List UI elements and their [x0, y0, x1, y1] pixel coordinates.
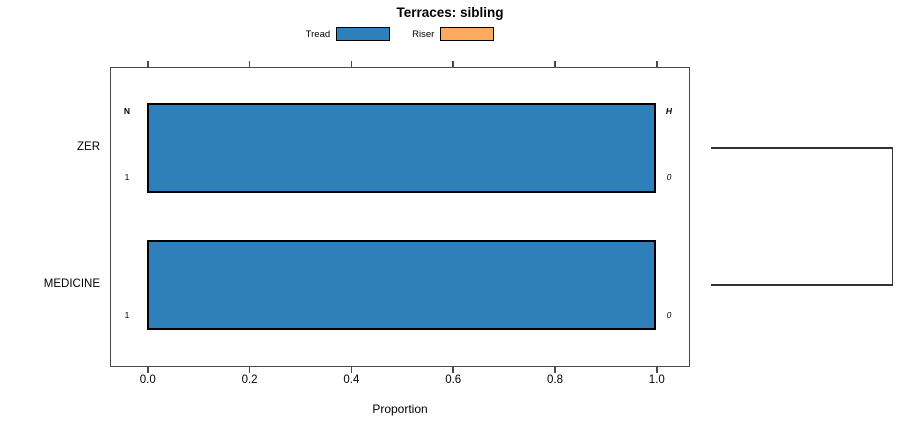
x-axis-bottom-tick-0.0 — [147, 367, 149, 373]
x-axis-top-tick-0.4 — [350, 61, 353, 67]
legend-label-riser: Riser — [412, 28, 435, 40]
x-tick-label-0.8: 0.8 — [547, 374, 563, 386]
chart-title: Terraces: sibling — [396, 5, 504, 20]
x-axis-top-tick-1.0 — [656, 61, 658, 67]
x-tick-label-0.0: 0.0 — [139, 374, 156, 386]
legend-label-tread: Tread — [305, 28, 331, 40]
bar-medicine-tread — [147, 240, 656, 330]
x-axis-bottom-tick-1.0 — [656, 367, 658, 373]
x-axis-bottom-tick-0.6 — [452, 367, 454, 373]
legend-item-riser: Riser — [412, 27, 495, 41]
x-tick-label-0.4: 0.4 — [343, 374, 360, 386]
zer-n-value: 1 — [124, 172, 130, 182]
bracket-bottom-line — [711, 284, 893, 286]
riser-color-swatch — [440, 27, 495, 41]
x-axis-top-tick-0.6 — [452, 61, 454, 67]
x-axis-top-tick-0.2 — [248, 61, 251, 67]
tread-color-swatch — [336, 27, 391, 41]
x-axis-bottom-tick-0.8 — [554, 367, 556, 373]
bracket-vertical-line — [891, 147, 893, 286]
x-tick-label-0.2: 0.2 — [241, 374, 258, 386]
x-tick-label-1.0: 1.0 — [648, 374, 665, 386]
x-axis-title: Proportion — [372, 402, 428, 416]
x-axis-top-tick-0.8 — [554, 61, 556, 67]
medicine-n-value: 1 — [124, 310, 130, 320]
legend-item-tread: Tread — [305, 27, 391, 41]
x-axis-bottom-tick-0.4 — [350, 367, 353, 373]
bar-zer-tread — [147, 103, 656, 193]
x-axis-top-tick-0.0 — [147, 61, 149, 67]
category-label-medicine: MEDICINE — [43, 278, 100, 290]
zer-h-header: H — [665, 106, 673, 116]
zer-n-header: N — [123, 106, 131, 116]
x-tick-label-0.6: 0.6 — [445, 374, 462, 386]
x-axis-bottom-tick-0.2 — [248, 367, 251, 373]
medicine-h-value: 0 — [666, 310, 672, 320]
legend: Tread Riser — [110, 26, 690, 42]
zer-h-value: 0 — [666, 172, 672, 182]
category-label-zer: ZER — [77, 141, 100, 153]
bracket-top-line — [711, 147, 893, 149]
